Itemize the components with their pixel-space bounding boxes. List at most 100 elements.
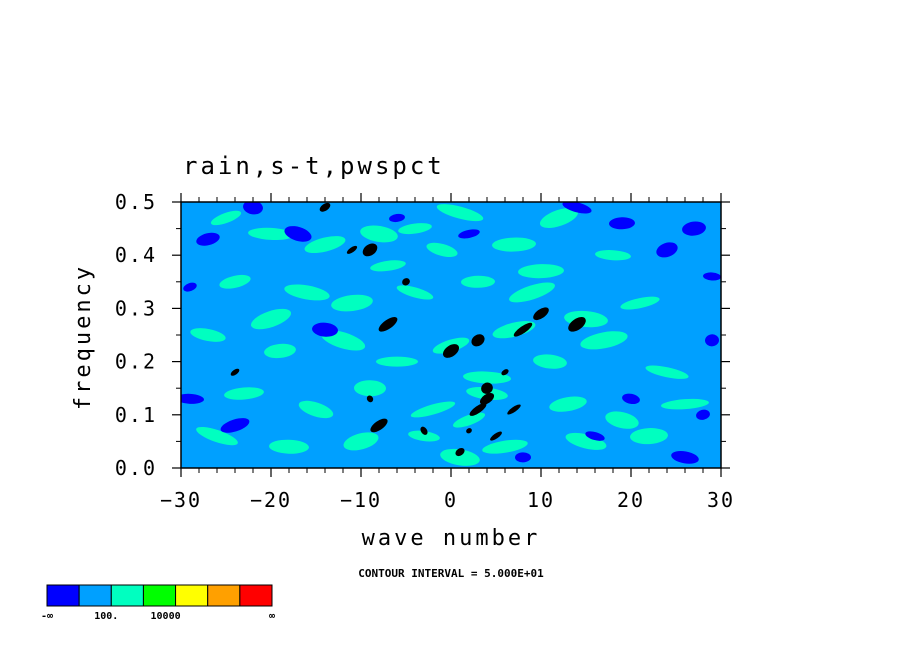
- green-contour-patch: [304, 236, 346, 254]
- x-axis-label: wave number: [362, 526, 541, 551]
- colorbar-label: -∞: [41, 611, 53, 622]
- blue-contour-patch: [183, 282, 197, 292]
- green-contour-patch: [360, 225, 398, 243]
- blue-contour-patch: [656, 242, 678, 258]
- x-tick-label: 20: [617, 488, 645, 512]
- green-contour-patch: [250, 308, 292, 330]
- black-contour-patch: [513, 322, 533, 337]
- green-contour-patch: [410, 401, 456, 418]
- green-contour-patch: [595, 250, 631, 261]
- black-contour-patch: [507, 404, 521, 415]
- colorbar-label: ∞: [269, 611, 275, 622]
- blue-contour-patch: [312, 322, 338, 337]
- colorbar-swatch: [78, 584, 112, 607]
- green-contour-patch: [533, 354, 567, 369]
- chart-title: rain,s-t,pwspct: [183, 152, 445, 180]
- green-contour-patch: [436, 204, 484, 222]
- y-tick-label: 0.0: [115, 456, 157, 480]
- x-tick-label: −30: [160, 488, 202, 512]
- black-contour-patch: [469, 403, 487, 416]
- black-contour-patch: [378, 317, 398, 332]
- black-contour-patch: [402, 278, 410, 286]
- y-tick-label: 0.3: [115, 296, 157, 320]
- y-tick-label: 0.1: [115, 403, 157, 427]
- green-contour-patch: [331, 294, 373, 312]
- x-tick-label: −20: [250, 488, 292, 512]
- green-contour-patch: [463, 371, 511, 384]
- black-contour-patch: [366, 395, 374, 403]
- blue-contour-patch: [682, 221, 706, 236]
- contour-interval-note: CONTOUR INTERVAL = 5.000E+01: [358, 567, 544, 580]
- x-tick-label: 0: [444, 488, 458, 512]
- blue-contour-patch: [609, 217, 635, 230]
- black-contour-patch: [490, 431, 502, 441]
- green-contour-patch: [620, 296, 660, 310]
- green-contour-patch: [580, 331, 628, 350]
- blue-contour-patch: [181, 393, 204, 404]
- black-contour-patch: [466, 428, 472, 434]
- x-tick-label: 30: [707, 488, 735, 512]
- green-contour-patch: [461, 275, 495, 288]
- black-contour-patch: [230, 368, 240, 376]
- black-contour-patch: [346, 245, 358, 254]
- green-contour-patch: [248, 227, 294, 241]
- blue-contour-patch: [243, 202, 263, 215]
- green-contour-patch: [219, 274, 251, 289]
- colorbar-label: 10000: [151, 611, 181, 622]
- green-contour-patch: [452, 412, 486, 428]
- blue-contour-patch: [515, 452, 531, 463]
- y-tick-label: 0.4: [115, 243, 157, 267]
- black-contour-patch: [533, 307, 549, 321]
- green-contour-patch: [354, 380, 386, 397]
- colorbar-swatch: [239, 584, 273, 607]
- green-contour-patch: [645, 365, 689, 379]
- colorbar-label: 100.: [94, 611, 118, 622]
- blue-contour-patch: [696, 409, 710, 420]
- green-contour-patch: [482, 439, 528, 454]
- colorbar-swatch: [175, 584, 209, 607]
- green-contour-patch: [370, 260, 406, 272]
- green-contour-patch: [549, 396, 587, 412]
- black-contour-patch: [455, 447, 465, 457]
- black-contour-patch: [568, 317, 586, 332]
- green-contour-patch: [539, 207, 579, 228]
- blue-contour-patch: [703, 272, 721, 281]
- colorbar-swatch: [110, 584, 144, 607]
- green-contour-patch: [264, 343, 296, 359]
- blue-contour-patch: [389, 213, 405, 223]
- y-tick-label: 0.2: [115, 350, 157, 374]
- black-contour-patch: [501, 369, 509, 376]
- black-contour-patch: [370, 418, 388, 433]
- contour-fill-layer: [181, 202, 721, 466]
- y-tick-label: 0.5: [115, 190, 157, 214]
- green-contour-patch: [509, 282, 555, 303]
- axis-ticks: −30 −20 −10 0 10 20 30 0.0 0.1 0.2 0.3 0.4 0.5: [115, 190, 735, 512]
- green-contour-patch: [426, 242, 458, 258]
- green-contour-patch: [269, 439, 309, 454]
- blue-contour-patch: [622, 393, 640, 405]
- blue-contour-patch: [458, 229, 480, 239]
- blue-contour-patch: [196, 232, 220, 246]
- black-contour-patch: [442, 344, 460, 358]
- blue-contour-patch: [284, 226, 312, 242]
- black-contour-patch: [471, 334, 485, 347]
- green-contour-patch: [196, 426, 238, 446]
- green-contour-patch: [224, 387, 264, 400]
- green-contour-patch: [518, 264, 564, 279]
- green-contour-patch: [396, 285, 434, 300]
- green-contour-patch: [661, 398, 709, 410]
- green-contour-patch: [565, 432, 607, 450]
- green-contour-patch: [605, 411, 639, 429]
- colorbar-swatch: [142, 584, 177, 607]
- y-axis-label: frequency: [71, 264, 96, 410]
- green-contour-patch: [284, 284, 330, 301]
- green-contour-patch: [343, 432, 379, 451]
- blue-contour-patch: [220, 418, 250, 433]
- green-contour-patch: [298, 400, 334, 419]
- green-contour-patch: [630, 428, 668, 445]
- x-tick-label: −10: [340, 488, 382, 512]
- colorbar: -∞ 100. 10000 ∞: [41, 584, 275, 622]
- blue-contour-patch: [671, 450, 699, 464]
- blue-contour-patch: [705, 334, 719, 347]
